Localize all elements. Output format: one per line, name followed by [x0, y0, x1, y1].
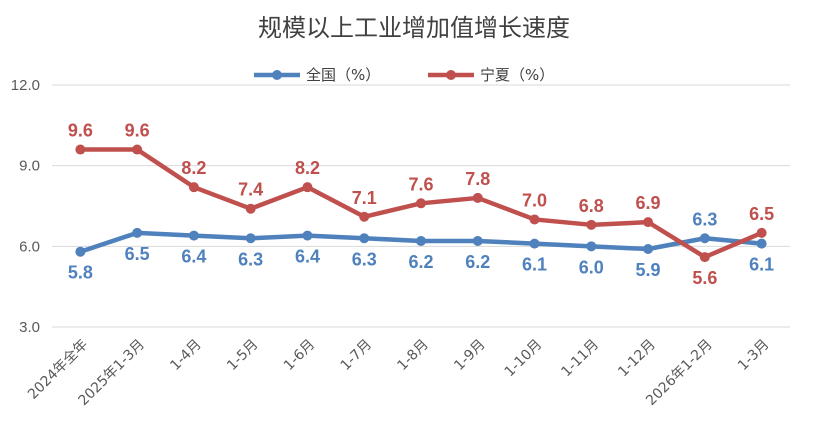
data-point — [472, 235, 483, 246]
data-point — [245, 233, 256, 244]
data-point — [302, 182, 313, 193]
data-label: 7.6 — [408, 174, 433, 194]
data-point — [75, 144, 86, 155]
legend-swatch-marker — [272, 70, 282, 80]
x-tick-label: 1-9月 — [451, 337, 488, 374]
x-tick-label: 1-3月 — [735, 337, 772, 374]
data-point — [359, 211, 370, 222]
data-label: 6.0 — [579, 257, 604, 277]
x-tick-label: 1-10月 — [502, 337, 546, 381]
y-axis-ticks: 3.0 6.0 9.0 12.0 — [11, 77, 40, 336]
data-label: 6.2 — [465, 252, 490, 272]
data-point — [529, 214, 540, 225]
legend-label: 宁夏（%） — [480, 66, 554, 84]
data-label: 9.6 — [125, 121, 150, 141]
y-tick-label: 3.0 — [19, 319, 40, 336]
data-label: 9.6 — [68, 121, 93, 141]
x-tick-label: 1-5月 — [224, 337, 261, 374]
data-label: 6.3 — [238, 249, 263, 269]
data-point — [188, 230, 199, 241]
data-label: 6.5 — [749, 204, 774, 224]
x-tick-label: 1-11月 — [558, 337, 602, 381]
data-label: 8.2 — [295, 158, 320, 178]
data-point — [75, 246, 86, 257]
data-label: 7.4 — [238, 180, 263, 200]
legend: 全国（%） 宁夏（%） — [254, 66, 554, 84]
x-tick-label: 1-6月 — [281, 337, 318, 374]
data-point — [132, 144, 143, 155]
data-point — [188, 182, 199, 193]
data-label: 6.3 — [692, 209, 717, 229]
data-label: 6.8 — [579, 196, 604, 216]
data-label: 6.2 — [408, 252, 433, 272]
data-point — [586, 241, 597, 252]
legend-label: 全国（%） — [306, 66, 380, 84]
data-label: 7.0 — [522, 190, 547, 210]
x-tick-label: 1-4月 — [167, 337, 204, 374]
data-label: 7.8 — [465, 169, 490, 189]
data-point — [359, 233, 370, 244]
chart-title: 规模以上工业增加值增长速度 — [258, 14, 570, 42]
data-point — [699, 252, 710, 263]
data-point — [302, 230, 313, 241]
data-point — [643, 217, 654, 228]
data-point — [416, 235, 426, 246]
data-label: 6.9 — [636, 193, 661, 213]
data-label: 6.3 — [352, 249, 377, 269]
data-point — [756, 238, 767, 249]
data-point — [416, 198, 426, 209]
data-label: 5.9 — [636, 260, 661, 280]
data-point — [699, 233, 710, 244]
data-point — [756, 227, 767, 238]
data-point — [245, 203, 256, 214]
data-point — [472, 192, 483, 203]
y-tick-label: 12.0 — [11, 77, 40, 94]
data-label: 5.8 — [68, 263, 93, 283]
data-label: 5.6 — [692, 268, 717, 288]
data-point — [132, 227, 143, 238]
data-point — [586, 219, 597, 230]
data-label: 6.5 — [125, 244, 150, 264]
x-tick-label: 1-7月 — [338, 337, 375, 374]
data-label: 6.1 — [749, 255, 774, 275]
data-label: 6.4 — [181, 247, 206, 267]
data-point — [643, 244, 654, 255]
y-tick-label: 9.0 — [19, 158, 40, 175]
series-lines: 5.8 6.5 6.4 6.3 6.4 6.3 6.2 6.2 6.1 6.0 5.9 6.3 6.1 9… — [68, 121, 774, 289]
x-tick-label: 1-8月 — [394, 337, 431, 374]
data-label: 7.1 — [352, 188, 377, 208]
legend-swatch-marker — [446, 70, 456, 80]
data-label: 6.4 — [295, 247, 320, 267]
y-tick-label: 6.0 — [19, 238, 40, 255]
data-label: 8.2 — [181, 158, 206, 178]
data-point — [529, 238, 540, 249]
data-label: 6.1 — [522, 255, 547, 275]
x-tick-label: 1-12月 — [615, 337, 659, 381]
